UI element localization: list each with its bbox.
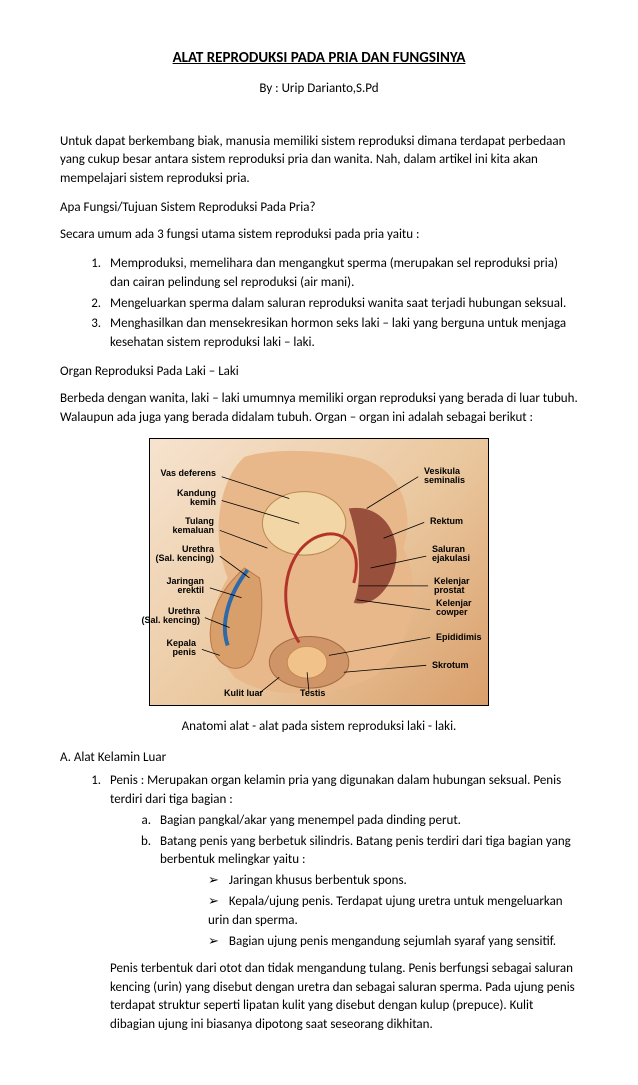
list-item: Mengeluarkan sperma dalam saluran reprod… [104,295,578,314]
list-item: Bagian ujung penis mengandung sejumlah s… [208,933,578,952]
figure-caption: Anatomi alat - alat pada sistem reproduk… [60,718,578,737]
label-tulang-kemaluan: Tulang kemaluan [172,517,214,537]
a1-tail-paragraph: Penis terbentuk dari otot dan tidak meng… [110,960,578,1035]
a1-sublist: Bagian pangkal/akar yang menempel pada d… [110,812,578,952]
section-a-list: Penis : Merupakan organ kelamin pria yan… [60,772,578,1035]
anatomy-figure-wrap: Vas deferens Kandung kemih Tulang kemalu… [60,438,578,713]
a1-lead-text: Penis : Merupakan organ kelamin pria yan… [110,773,561,807]
question-1: Apa Fungsi/Tujuan Sistem Reproduksi Pada… [60,199,578,218]
list-item: Memproduksi, memelihara dan mengangkut s… [104,255,578,293]
organ-heading: Organ Reproduksi Pada Laki – Laki [60,363,578,382]
list-item: Menghasilkan dan mensekresikan hormon se… [104,315,578,353]
label-vas-deferens: Vas deferens [160,469,216,479]
functions-list: Memproduksi, memelihara dan mengangkut s… [60,255,578,353]
label-kulit-luar: Kulit luar [224,689,263,699]
label-urethra-1: Urethra (Sal. kencing) [155,545,214,565]
doc-byline: By : Urip Darianto,S.Pd [60,80,578,99]
label-kepala-penis: Kepala penis [166,639,196,659]
doc-title: ALAT REPRODUKSI PADA PRIA DAN FUNGSINYA [60,48,578,70]
anatomy-figure: Vas deferens Kandung kemih Tulang kemalu… [149,438,489,706]
label-kelenjar-prostat: Kelenjar prostat [434,577,470,597]
list-item: Penis : Merupakan organ kelamin pria yan… [104,772,578,1035]
intro-paragraph: Untuk dapat berkembang biak, manusia mem… [60,133,578,190]
label-jaringan-erektil: Jaringan erektil [166,577,204,597]
label-kelenjar-cowper: Kelenjar cowper [436,599,472,619]
label-urethra-2: Urethra (Sal. kencing) [141,607,200,627]
a1b-text: Batang penis yang berbetuk silindris. Ba… [160,834,571,868]
label-epididimis: Epididimis [436,633,482,643]
list-item: Kepala/ujung penis. Terdapat ujung uretr… [208,893,578,931]
a1b-bullets: Jaringan khusus berbentuk spons. Kepala/… [160,872,578,951]
label-kandung-kemih: Kandung kemih [177,489,216,509]
question-1-lead: Secara umum ada 3 fungsi utama sistem re… [60,226,578,245]
label-skrotum: Skrotum [432,661,469,671]
label-rektum: Rektum [430,517,463,527]
list-item: Jaringan khusus berbentuk spons. [208,872,578,891]
list-item: Bagian pangkal/akar yang menempel pada d… [154,812,578,831]
list-item: Batang penis yang berbetuk silindris. Ba… [154,833,578,952]
label-saluran-ejakulasi: Saluran ejakulasi [432,545,470,565]
label-vesikula-seminalis: Vesikula seminalis [424,467,465,487]
organ-paragraph: Berbeda dengan wanita, laki – laki umumn… [60,390,578,428]
section-a-heading: A. Alat Kelamin Luar [60,749,578,768]
label-testis: Testis [300,689,325,699]
